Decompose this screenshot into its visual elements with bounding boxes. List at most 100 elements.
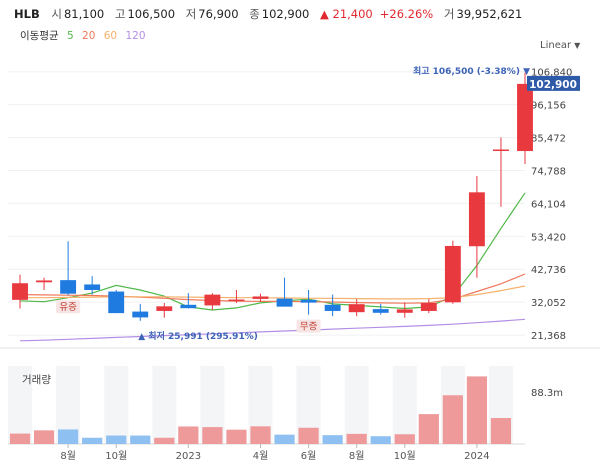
x-tick-label: 2023: [176, 451, 201, 462]
volume-bar[interactable]: [274, 434, 295, 444]
volume-bar[interactable]: [82, 437, 103, 444]
candle-body[interactable]: [493, 149, 509, 152]
volume-bar[interactable]: [202, 427, 223, 444]
event-badge-label: 무증: [300, 322, 318, 333]
volume-bar[interactable]: [490, 418, 512, 444]
ma5-legend[interactable]: 5: [66, 30, 74, 42]
low-value: 76,900: [198, 7, 239, 21]
x-tick-label: 8월: [349, 450, 365, 462]
volume-bar[interactable]: [394, 434, 415, 444]
high-annotation: 최고 106,500 (-3.38%) ▼: [413, 65, 530, 77]
event-badge[interactable]: [56, 300, 81, 314]
chevron-down-icon: ▼: [574, 41, 581, 50]
event-badge-label: 유증: [59, 302, 77, 313]
event-badge[interactable]: [296, 319, 321, 333]
price-header: HLB 시 81,100 고 106,500 저 76,900 종 102,900 ▲ …: [14, 6, 529, 22]
x-tick-label: 6월: [301, 450, 317, 462]
volume-tick-label: 88.3m: [531, 388, 563, 399]
volume-bar[interactable]: [370, 436, 391, 444]
price-tick-label: 96,156: [531, 101, 566, 112]
candle-body[interactable]: [12, 283, 28, 300]
volume-bar[interactable]: [130, 435, 151, 444]
volume-bar[interactable]: [322, 435, 343, 444]
candle-body[interactable]: [372, 309, 389, 313]
ma120-legend[interactable]: 120: [125, 30, 146, 42]
price-tick-label: 21,368: [531, 331, 566, 342]
current-price-tag: [527, 75, 580, 91]
candle-body[interactable]: [108, 291, 125, 314]
candle-body[interactable]: [396, 309, 413, 313]
x-tick-label: 2024: [464, 451, 489, 462]
volume-value: 39,952,621: [456, 7, 523, 21]
volume-bar[interactable]: [106, 435, 127, 444]
price-tick-label: 53,420: [531, 232, 566, 243]
candle-body[interactable]: [300, 299, 317, 303]
candle-body[interactable]: [444, 245, 461, 303]
volume-bar[interactable]: [9, 433, 31, 444]
volume-bar[interactable]: [178, 426, 199, 444]
moving-average-legend: 이동평균 5 20 60 120: [20, 28, 151, 43]
x-tick-label: 10월: [105, 450, 127, 462]
current-price-label: 102,900: [529, 79, 577, 91]
price-tick-label: 42,736: [531, 265, 566, 276]
volume-bar[interactable]: [346, 433, 367, 444]
close-value: 102,900: [261, 7, 310, 21]
scale-toggle-button[interactable]: Linear ▼: [540, 40, 580, 51]
stock-name: HLB: [14, 7, 40, 21]
candle-body[interactable]: [348, 304, 365, 313]
candle-body[interactable]: [324, 304, 341, 311]
volume-column-bg: [104, 366, 129, 444]
volume-bar[interactable]: [418, 414, 439, 444]
price-tick-label: 32,052: [531, 298, 566, 309]
price-tick-label: 106,840: [531, 68, 572, 79]
price-tick-label: 74,788: [531, 166, 566, 177]
candle-body[interactable]: [180, 304, 197, 309]
volume-column-bg: [152, 366, 177, 444]
high-value: 106,500: [127, 7, 176, 21]
candle-body[interactable]: [420, 302, 437, 311]
candle-body[interactable]: [36, 280, 53, 283]
volume-bar[interactable]: [33, 430, 55, 444]
candle-body[interactable]: [204, 294, 221, 306]
x-tick-label: 4월: [253, 450, 269, 462]
candle-body[interactable]: [156, 306, 173, 311]
x-tick-label: 10월: [394, 450, 416, 462]
price-tick-label: 64,104: [531, 199, 566, 210]
ma60-line: [20, 285, 526, 300]
change-percent: +26.26%: [379, 7, 434, 21]
ma-legend-title: 이동평균: [20, 30, 59, 42]
ma60-legend[interactable]: 60: [103, 30, 118, 42]
volume-title: 거래량: [22, 374, 51, 386]
ma20-line: [20, 273, 526, 304]
candle-body[interactable]: [276, 298, 293, 307]
candle-body[interactable]: [84, 284, 101, 290]
volume-bar[interactable]: [250, 426, 271, 444]
x-tick-label: 8월: [60, 450, 76, 462]
high-label: 고: [114, 7, 126, 21]
volume-bar[interactable]: [226, 429, 247, 444]
price-tick-label: 85,472: [531, 134, 566, 145]
volume-column-bg: [392, 366, 417, 444]
volume-bar[interactable]: [466, 376, 488, 444]
volume-bar[interactable]: [298, 427, 319, 444]
candle-body[interactable]: [132, 311, 149, 318]
ma120-line: [20, 318, 526, 342]
volume-column-bg: [344, 366, 369, 444]
ma20-legend[interactable]: 20: [82, 30, 96, 42]
open-value: 81,100: [63, 7, 105, 21]
candle-body[interactable]: [60, 280, 77, 294]
low-annotation: ▲ 최저 25,991 (295.91%): [138, 330, 258, 342]
candle-body[interactable]: [468, 192, 485, 247]
volume-bar[interactable]: [58, 429, 79, 444]
volume-bar[interactable]: [442, 395, 463, 444]
scale-toggle-label: Linear: [540, 40, 572, 51]
volume-column-bg: [8, 366, 33, 444]
open-label: 시: [51, 7, 62, 21]
volume-bar[interactable]: [154, 437, 175, 444]
candle-body[interactable]: [517, 83, 533, 152]
close-label: 종: [249, 7, 260, 21]
candle-body[interactable]: [228, 299, 245, 302]
candle-body[interactable]: [252, 296, 269, 299]
change-value: ▲ 21,400: [320, 7, 373, 21]
